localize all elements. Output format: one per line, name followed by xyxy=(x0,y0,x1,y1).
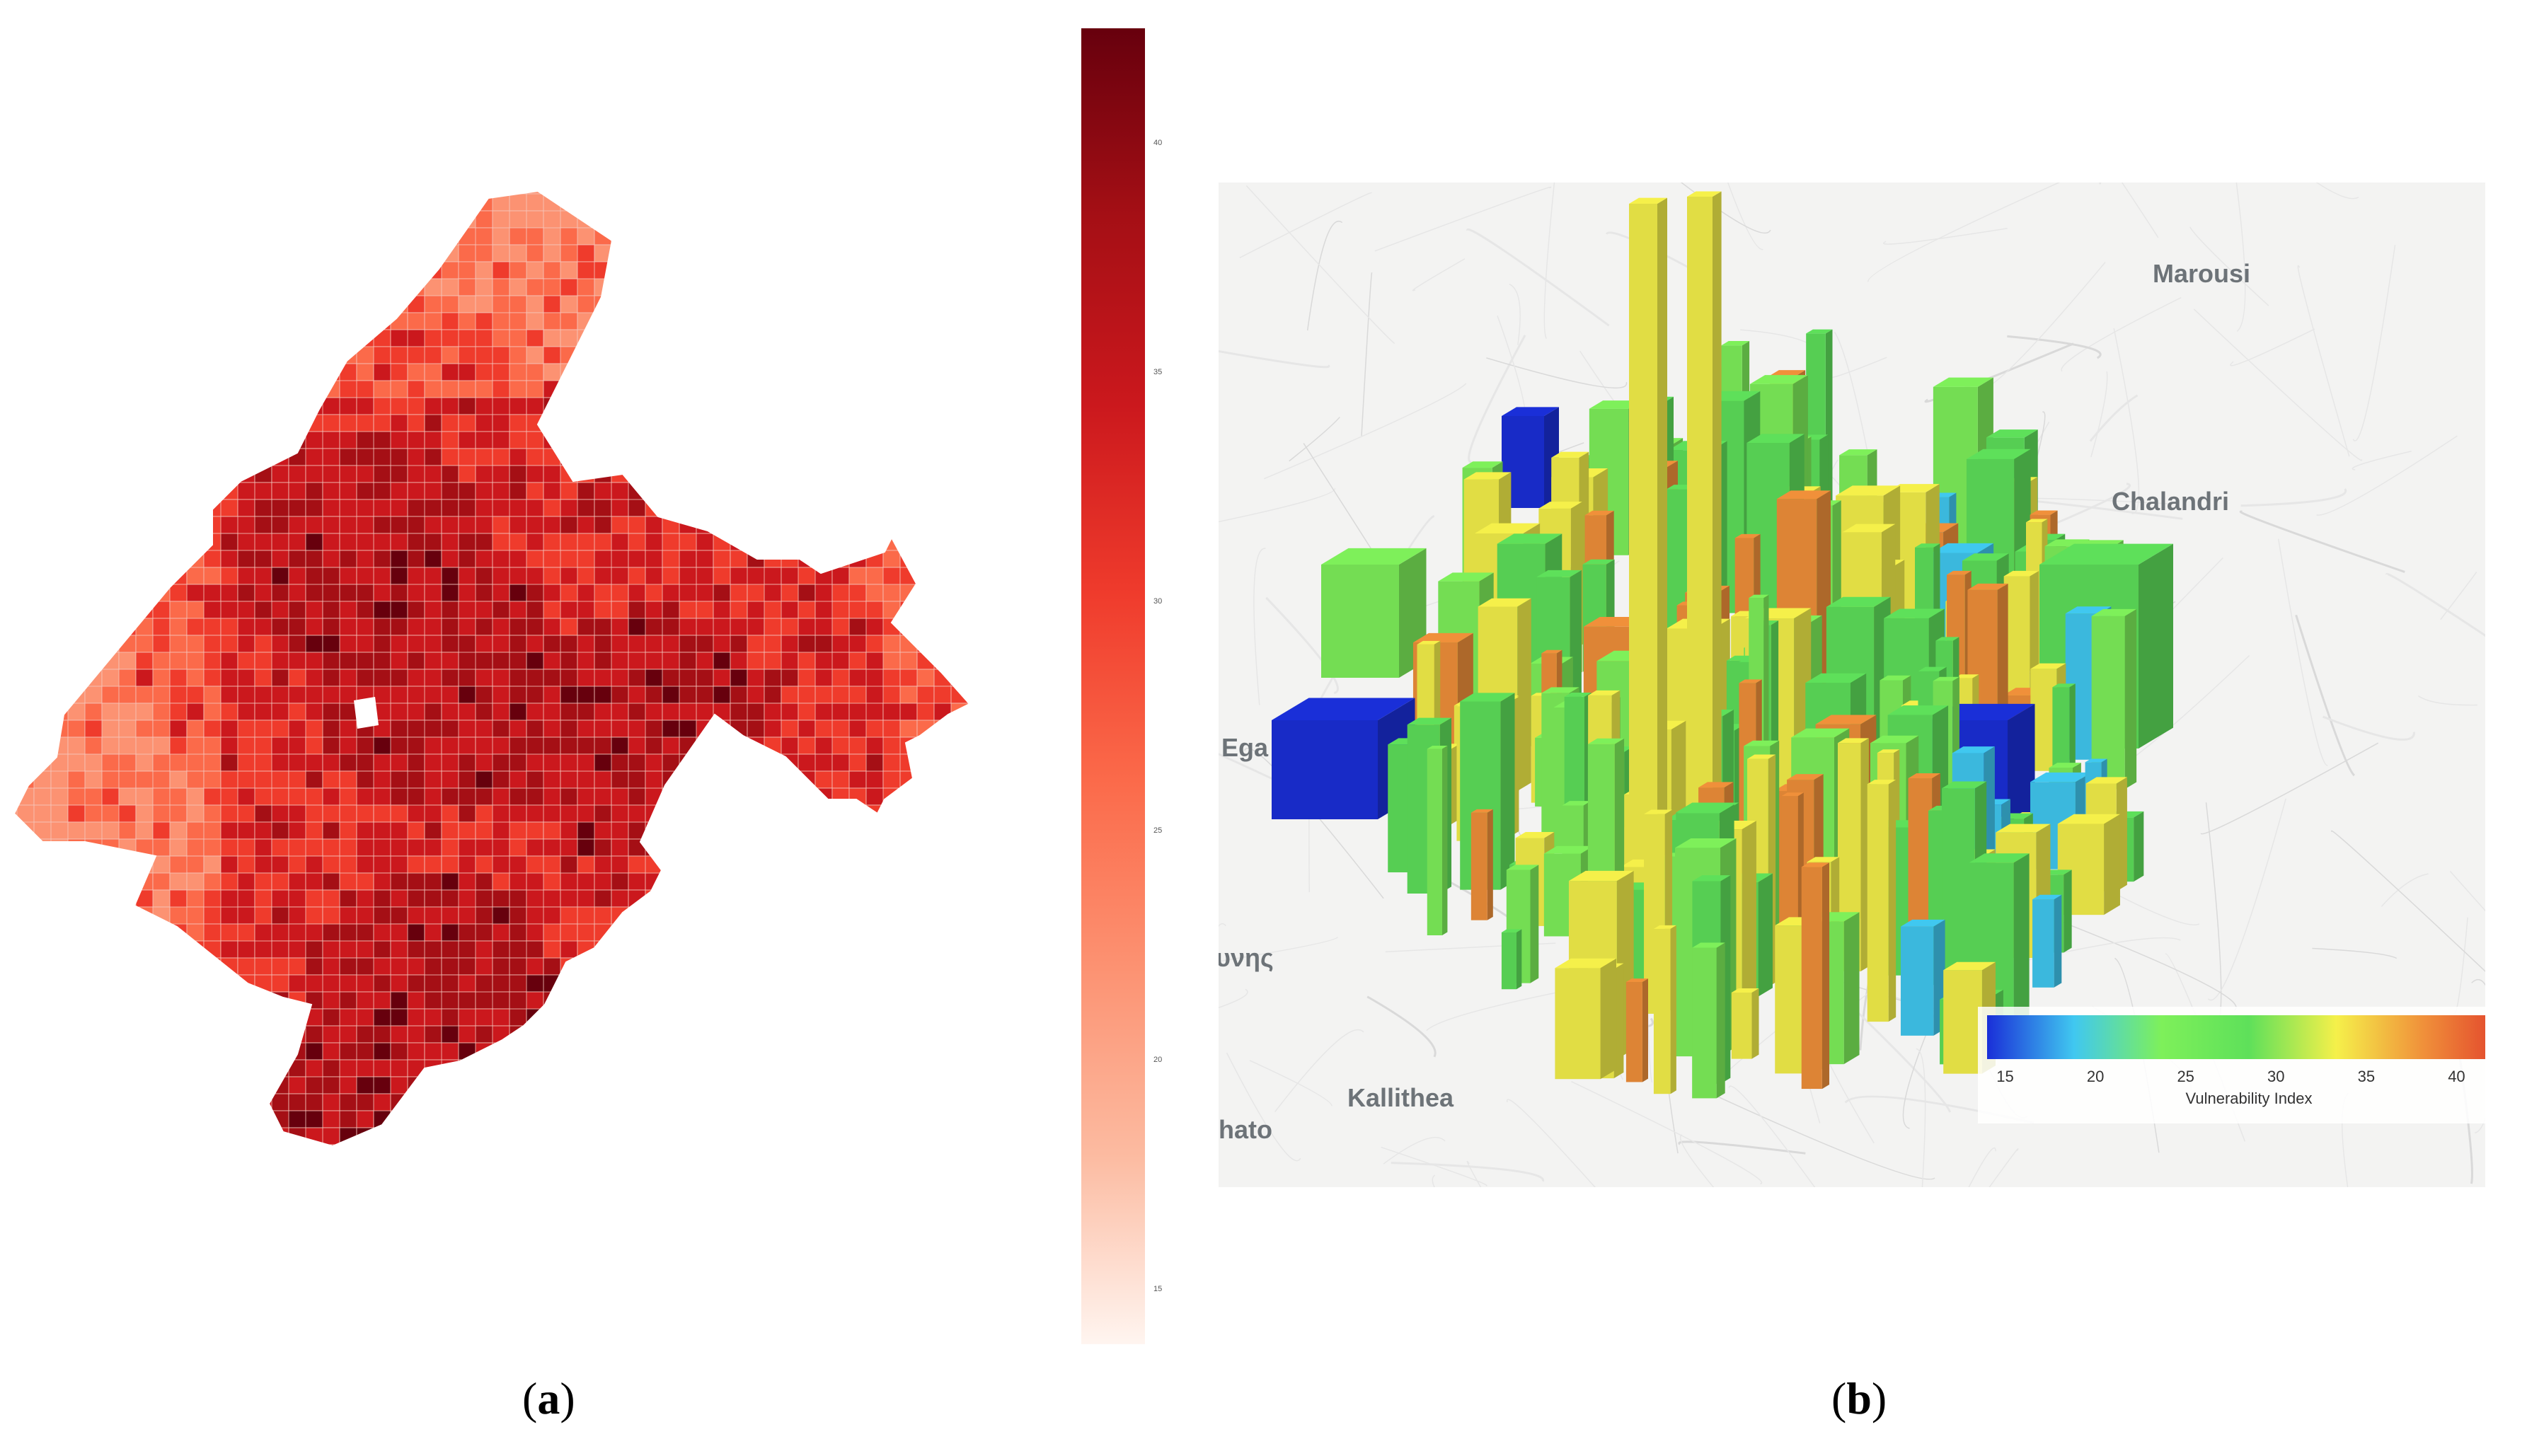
extruded-bar xyxy=(2032,894,2062,988)
extruded-bar xyxy=(1506,865,1539,983)
extruded-bar xyxy=(1900,919,1945,1036)
colorbar xyxy=(1081,28,1145,1344)
panel-b-label: (b) xyxy=(1831,1373,1887,1425)
colorbar-tick: 20 xyxy=(1153,1056,1163,1065)
extruded-bar xyxy=(1801,862,1830,1090)
place-label-kallithea: Kallithea xyxy=(1347,1083,1454,1112)
place-label-vnis: υνης xyxy=(1219,943,1274,972)
panel-b-label-letter: b xyxy=(1846,1373,1872,1423)
legend-tick: 25 xyxy=(2177,1068,2194,1085)
panel-a-label-open: ( xyxy=(522,1373,538,1423)
place-label-hato: hato xyxy=(1219,1115,1272,1144)
place-label-marousi: Marousi xyxy=(2153,259,2251,288)
vulnerability-legend: 15 20 25 30 35 40 Vulnerability Index xyxy=(1978,1007,2485,1123)
legend-tick: 40 xyxy=(2448,1068,2465,1085)
legend-colorbar xyxy=(1987,1015,2485,1059)
extruded-bar xyxy=(1867,780,1897,1022)
extruded-bar xyxy=(1692,942,1725,1099)
extruded-3d-map: Marousi Chalandri Ega υνης Kallithea hat… xyxy=(1219,183,2485,1187)
colorbar-tick: 30 xyxy=(1153,597,1163,606)
extruded-bar xyxy=(2091,608,2137,790)
legend-tick: 35 xyxy=(2357,1068,2376,1085)
panel-b-label-open: ( xyxy=(1831,1373,1847,1423)
extruded-bar xyxy=(1625,978,1649,1082)
extruded-bars xyxy=(1272,191,2173,1099)
colorbar-tick: 40 xyxy=(1153,139,1163,148)
extruded-bar xyxy=(1501,929,1522,990)
panel-a-label-close: ) xyxy=(560,1373,575,1423)
place-label-chalandri: Chalandri xyxy=(2112,487,2230,516)
extruded-bar xyxy=(1321,548,1427,678)
extruded-bar xyxy=(1502,407,1559,508)
colorbar-tick: 25 xyxy=(1153,826,1163,836)
colorbar-tick: 15 xyxy=(1153,1285,1163,1294)
extruded-bar xyxy=(1731,988,1759,1059)
extruded-bar xyxy=(1427,745,1448,936)
legend-tick: 15 xyxy=(1996,1068,2014,1085)
extruded-bar xyxy=(1470,809,1493,920)
place-label-ega: Ega xyxy=(1221,733,1269,762)
extruded-bar xyxy=(1943,961,1996,1074)
extruded-bar xyxy=(1555,958,1617,1080)
extruded-bar xyxy=(1629,197,1667,898)
colorbar-tick: 35 xyxy=(1153,368,1163,377)
choropleth-map xyxy=(13,190,971,1148)
legend-tick: 30 xyxy=(2267,1068,2285,1085)
legend-tick: 20 xyxy=(2086,1068,2105,1085)
panel-a-label-letter: a xyxy=(537,1373,560,1423)
extruded-bar xyxy=(1653,925,1676,1094)
panel-b-label-close: ) xyxy=(1871,1373,1887,1423)
panel-a-label: (a) xyxy=(522,1373,575,1425)
legend-title: Vulnerability Index xyxy=(2185,1090,2313,1107)
